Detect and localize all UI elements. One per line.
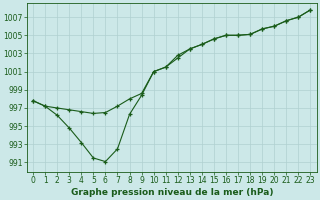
X-axis label: Graphe pression niveau de la mer (hPa): Graphe pression niveau de la mer (hPa) <box>70 188 273 197</box>
